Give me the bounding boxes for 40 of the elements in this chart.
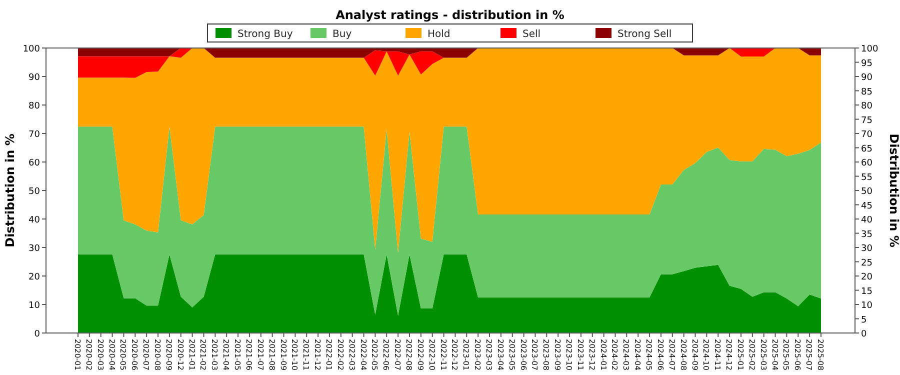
- y2-tick-label: 25: [861, 258, 872, 268]
- y2-axis-title: Distribution in %: [887, 134, 900, 248]
- y-tick-label: 40: [28, 216, 40, 226]
- y-tick-label: 100: [22, 44, 40, 54]
- y-tick-label: 0: [34, 330, 40, 340]
- y2-tick-label: 75: [861, 116, 872, 126]
- y-tick-label: 90: [28, 73, 40, 83]
- y2-tick-label: 70: [861, 130, 873, 140]
- y2-tick-label: 45: [861, 201, 872, 212]
- y-tick-label: 50: [28, 187, 40, 197]
- y2-tick-label: 15: [861, 286, 872, 297]
- y2-tick-label: 60: [861, 158, 873, 168]
- y-axis-title: Distribution in %: [3, 134, 17, 248]
- y2-tick-label: 65: [861, 144, 872, 154]
- y-tick-label: 20: [28, 272, 40, 282]
- y-tick-label: 30: [28, 244, 40, 254]
- y2-tick-label: 80: [861, 102, 873, 112]
- y2-tick-label: 0: [861, 330, 867, 340]
- legend-label: Sell: [522, 29, 541, 40]
- legend-label: Buy: [332, 29, 352, 40]
- y2-tick-label: 30: [861, 244, 873, 254]
- y-tick-label: 10: [28, 301, 40, 311]
- y2-tick-label: 40: [861, 216, 873, 226]
- y2-tick-label: 55: [861, 172, 872, 183]
- y2-tick-label: 35: [861, 230, 872, 240]
- legend-label: Strong Buy: [238, 29, 293, 40]
- chart-title: Analyst ratings - distribution in %: [336, 8, 564, 22]
- y-tick-label: 80: [28, 102, 40, 112]
- legend-label: Hold: [428, 29, 450, 40]
- y2-tick-label: 100: [861, 44, 878, 54]
- y2-tick-label: 20: [861, 272, 873, 282]
- y-tick-label: 70: [28, 130, 40, 140]
- y2-tick-label: 85: [861, 87, 872, 98]
- y2-tick-label: 5: [861, 315, 867, 326]
- y2-tick-label: 95: [861, 58, 872, 69]
- y-tick-label: 60: [28, 158, 40, 168]
- legend-label: Strong Sell: [618, 29, 672, 40]
- y2-tick-label: 90: [861, 73, 873, 83]
- y2-tick-label: 50: [861, 187, 873, 197]
- y2-tick-label: 10: [861, 301, 873, 311]
